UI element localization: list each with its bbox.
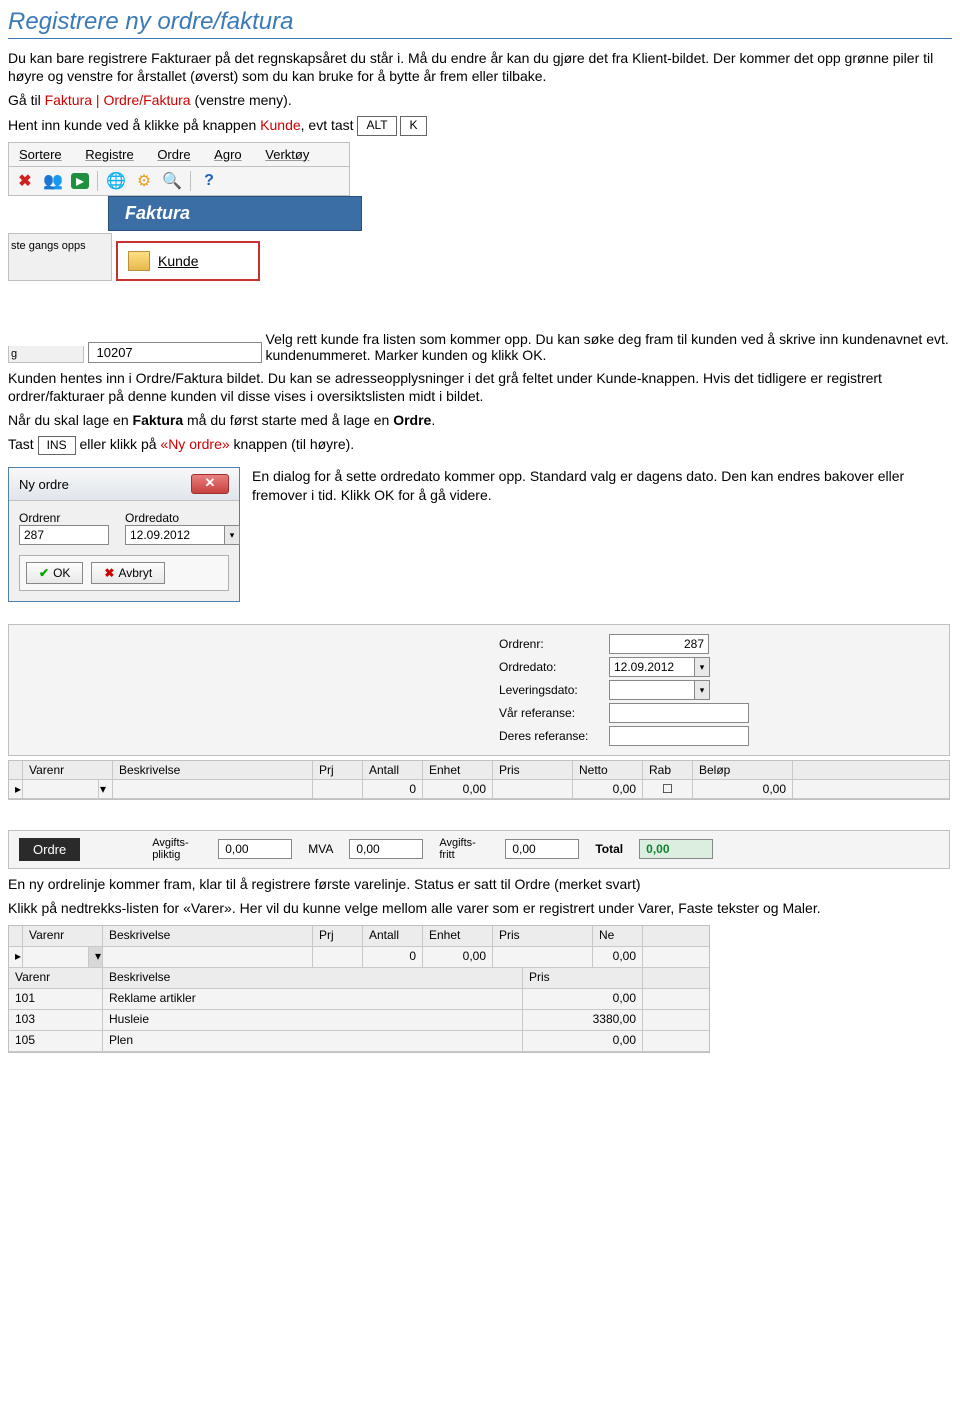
- menu-sortere[interactable]: Sortere: [9, 145, 72, 164]
- mid-p1-inline: Velg rett kunde fra listen som kommer op…: [266, 331, 952, 363]
- menu-verktoy[interactable]: Verktøy: [255, 145, 319, 164]
- col-beskrivelse: Beskrivelse: [113, 761, 313, 779]
- leveringsdato-field[interactable]: [609, 680, 695, 700]
- col-rab: Rab: [643, 761, 693, 779]
- mva-value: 0,00: [349, 839, 423, 859]
- gear-icon[interactable]: ⚙: [134, 171, 154, 191]
- faktura-link: Faktura | Ordre/Faktura: [45, 92, 191, 108]
- col-prj: Prj: [313, 761, 363, 779]
- avgiftspliktig-value: 0,00: [218, 839, 292, 859]
- col-varenr: Varenr: [23, 761, 113, 779]
- menu-ordre[interactable]: Ordre: [147, 145, 200, 164]
- deresref-field[interactable]: [609, 726, 749, 746]
- ok-button[interactable]: ✔OK: [26, 562, 83, 584]
- mva-label: MVA: [308, 842, 333, 856]
- col-belop: Beløp: [693, 761, 793, 779]
- list-item[interactable]: 103 Husleie 3380,00: [9, 1010, 709, 1031]
- intro-p1: Du kan bare registrere Fakturaer på det …: [8, 49, 952, 85]
- ordredato-field[interactable]: 12.09.2012: [609, 657, 695, 677]
- alt-key: ALT: [357, 116, 396, 136]
- col-netto: Netto: [573, 761, 643, 779]
- close-icon[interactable]: ✕: [191, 474, 229, 494]
- col-pris: Pris: [493, 761, 573, 779]
- chevron-down-icon[interactable]: ▾: [99, 780, 113, 798]
- chevron-down-icon[interactable]: ▾: [89, 947, 103, 967]
- lines-grid: Varenr Beskrivelse Prj Antall Enhet Pris…: [8, 760, 950, 800]
- ordredato-label: Ordredato: [125, 511, 240, 525]
- mid-p5: En dialog for å sette ordredato kommer o…: [252, 467, 952, 503]
- ordre-status: Ordre: [19, 838, 80, 861]
- check-icon: ✔: [39, 566, 49, 580]
- x-icon: ✖: [104, 566, 114, 580]
- ins-key: INS: [38, 436, 76, 456]
- totals-bar: Ordre Avgifts-pliktig 0,00 MVA 0,00 Avgi…: [8, 830, 950, 868]
- ny-ordre-link: «Ny ordre»: [160, 436, 229, 452]
- chevron-down-icon[interactable]: ▾: [695, 657, 710, 677]
- grid-row[interactable]: ▸ ▾ 0 0,00 0,00: [9, 947, 709, 968]
- col-antall: Antall: [363, 761, 423, 779]
- total-label: Total: [595, 842, 623, 856]
- ordredato-input[interactable]: [125, 525, 225, 545]
- list-item[interactable]: 101 Reklame artikler 0,00: [9, 989, 709, 1010]
- ordrenr-input[interactable]: [19, 525, 109, 545]
- kunde-link: Kunde: [260, 117, 300, 133]
- k-key: K: [400, 116, 426, 136]
- deresref-label: Deres referanse:: [499, 729, 609, 743]
- after-p1: En ny ordrelinje kommer fram, klar til å…: [8, 875, 952, 893]
- intro-p3: Hent inn kunde ved å klikke på knappen K…: [8, 116, 952, 136]
- dialog-title: Ny ordre: [19, 477, 69, 492]
- col-enhet: Enhet: [423, 761, 493, 779]
- kunde-icon: [128, 251, 150, 271]
- toolbar: ✖ 👥 ▸ 🌐 ⚙ 🔍 ?: [8, 167, 350, 196]
- avgiftspliktig-label: Avgifts-pliktig: [152, 837, 202, 861]
- close-icon[interactable]: ✖: [15, 171, 35, 191]
- menu-bar: Sortere Registre Ordre Agro Verktøy: [8, 142, 350, 167]
- total-value: 0,00: [639, 839, 713, 859]
- varref-label: Vår referanse:: [499, 706, 609, 720]
- leveringsdato-label: Leveringsdato:: [499, 683, 609, 697]
- varref-field[interactable]: [609, 703, 749, 723]
- ny-ordre-dialog: Ny ordre ✕ Ordrenr Ordredato ▾ ✔OK: [8, 467, 240, 602]
- ordredato-label2: Ordredato:: [499, 660, 609, 674]
- mid-p2: Kunden hentes inn i Ordre/Faktura bildet…: [8, 369, 952, 405]
- menu-agro[interactable]: Agro: [204, 145, 251, 164]
- ordrenr-field[interactable]: 287: [609, 634, 709, 654]
- grid-row[interactable]: ▸ ▾ 0 0,00 0,00 ☐ 0,00: [9, 780, 949, 799]
- kunde-button[interactable]: Kunde: [116, 241, 260, 281]
- chevron-down-icon[interactable]: ▾: [695, 680, 710, 700]
- search-icon[interactable]: 🔍: [162, 171, 182, 191]
- menu-registre[interactable]: Registre: [75, 145, 143, 164]
- customer-number: 10207: [88, 342, 262, 363]
- after-p2: Klikk på nedtrekks-listen for «Varer». H…: [8, 899, 952, 917]
- left-strip: ste gangs opps: [8, 233, 112, 281]
- faktura-tab: Faktura: [108, 196, 362, 231]
- help-icon[interactable]: ?: [199, 171, 219, 191]
- checkbox[interactable]: ☐: [643, 780, 693, 798]
- left-g: g: [8, 346, 84, 363]
- intro-p2: Gå til Faktura | Ordre/Faktura (venstre …: [8, 91, 952, 109]
- ordrenr-label: Ordrenr: [19, 511, 109, 525]
- list-item[interactable]: 105 Plen 0,00: [9, 1031, 709, 1052]
- avgiftsfritt-value: 0,00: [505, 839, 579, 859]
- varer-grid: Varenr Beskrivelse Prj Antall Enhet Pris…: [8, 925, 710, 1053]
- avgiftsfritt-label: Avgifts-fritt: [439, 837, 489, 861]
- group-icon[interactable]: 👥: [43, 171, 63, 191]
- page-title: Registrere ny ordre/faktura: [8, 8, 952, 39]
- ordrenr-label2: Ordrenr:: [499, 637, 609, 651]
- date-dropdown-icon[interactable]: ▾: [225, 525, 240, 545]
- cancel-button[interactable]: ✖Avbryt: [91, 562, 165, 584]
- mid-p3: Når du skal lage en Faktura må du først …: [8, 411, 952, 429]
- globe-icon[interactable]: 🌐: [106, 171, 126, 191]
- mid-p4: Tast INS eller klikk på «Ny ordre» knapp…: [8, 435, 952, 455]
- order-panel: Ordrenr:287 Ordredato:12.09.2012▾ Leveri…: [8, 624, 950, 756]
- play-icon[interactable]: ▸: [71, 173, 89, 189]
